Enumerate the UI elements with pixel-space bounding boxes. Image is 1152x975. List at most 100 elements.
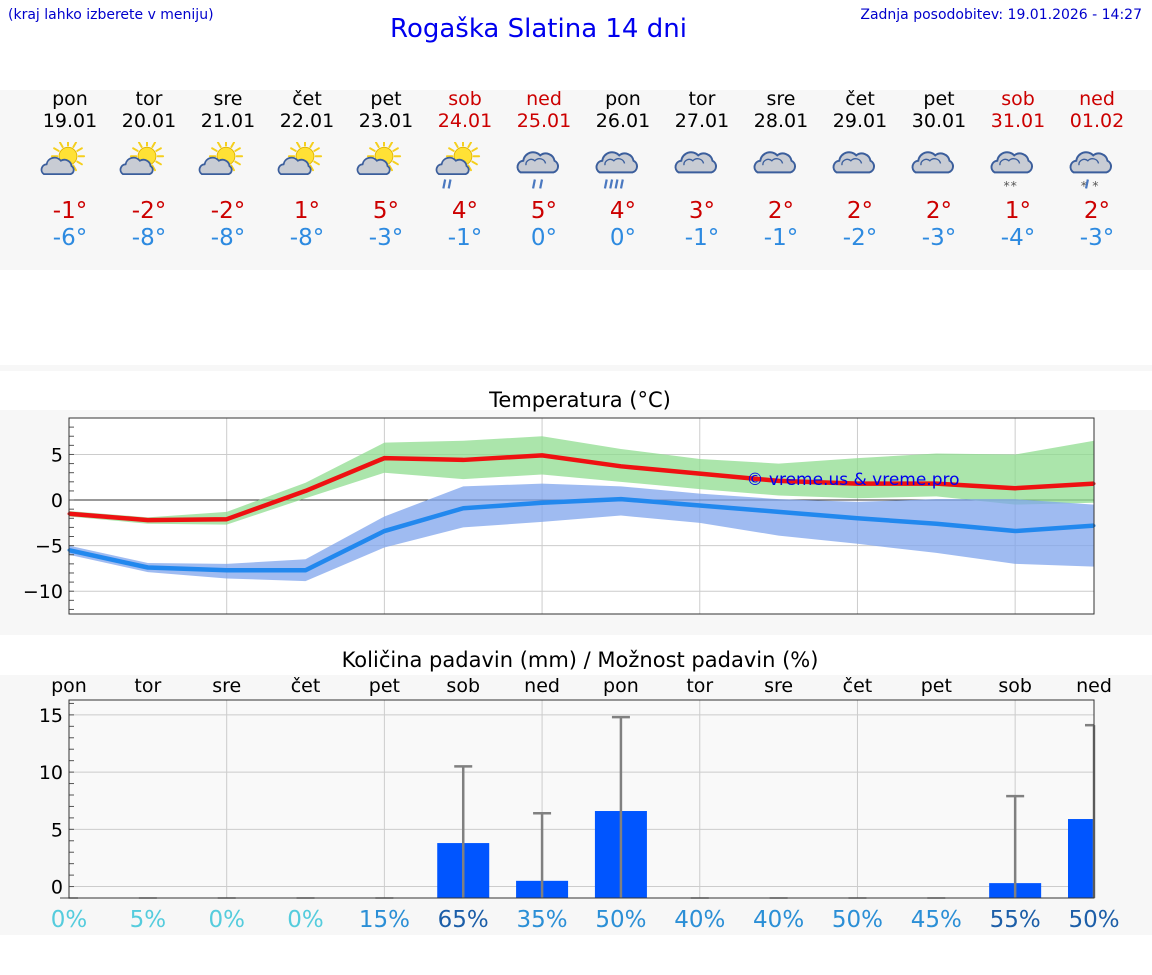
- min-temp-point: [855, 516, 859, 520]
- sun-ray: [290, 147, 297, 152]
- cloud: [356, 156, 391, 176]
- location-menu-hint[interactable]: (kraj lahko izberete v meniju): [8, 7, 214, 23]
- max-temp: 1°: [1004, 198, 1032, 224]
- min-temp-point: [304, 568, 308, 572]
- max-temp: 3°: [688, 198, 716, 224]
- sun-ray: [467, 164, 473, 172]
- min-temp: -1°: [447, 225, 483, 251]
- max-temp: 2°: [1083, 198, 1111, 224]
- min-temp: 0°: [609, 225, 637, 251]
- cloud-layer: [683, 158, 705, 166]
- cloud-layer: [920, 158, 942, 166]
- y-tick-label: 5: [51, 444, 63, 466]
- day-date: 20.01: [121, 110, 177, 132]
- plot-area: [69, 700, 1094, 898]
- max-temp-point: [777, 479, 781, 483]
- rain-drop: [609, 179, 614, 189]
- day-column: čet 22.01 1° -8°: [267, 88, 347, 251]
- precip-probability: 50%: [832, 907, 883, 933]
- day-name: tor: [135, 88, 163, 110]
- day-column: pon 19.01 -1° -6°: [30, 88, 110, 251]
- day-name: pet: [923, 88, 955, 110]
- snow-flake: *: [1011, 178, 1017, 192]
- min-temp-point: [698, 504, 702, 508]
- cloud: [516, 151, 559, 174]
- day-name: ned: [1079, 88, 1115, 110]
- sun-ray: [58, 142, 64, 148]
- rain-drop: [447, 179, 452, 189]
- day-date: 23.01: [358, 110, 414, 132]
- day-name: sob: [1001, 88, 1035, 110]
- precip-probability: 0%: [208, 907, 245, 933]
- day-date: 30.01: [911, 110, 967, 132]
- rain-drop: [619, 179, 624, 189]
- category-label: čet: [291, 675, 321, 697]
- min-temp: 0°: [530, 225, 558, 251]
- day-date: 24.01: [437, 110, 493, 132]
- day-column: ned 25.01 5° 0°: [504, 88, 584, 251]
- day-column: sob 24.01 4° -1°: [425, 88, 505, 251]
- day-name: tor: [688, 88, 716, 110]
- sun-ray: [155, 147, 162, 152]
- max-temp: 2°: [846, 198, 874, 224]
- precip-chart: pon tor sre čet pet sob ned pon tor sre čet pet sob n…: [39, 675, 1120, 933]
- min-temp-point: [1013, 529, 1017, 533]
- sun-ray: [448, 147, 455, 152]
- day-column: pet 30.01 2° -3°: [899, 88, 979, 251]
- category-label: sob: [998, 675, 1032, 697]
- min-temp: -3°: [921, 225, 957, 251]
- category-label: ned: [1076, 675, 1112, 697]
- max-temp-point: [225, 517, 229, 521]
- category-label: tor: [686, 675, 713, 697]
- min-temp: -3°: [368, 225, 404, 251]
- y-tick-label: −10: [23, 581, 63, 603]
- min-temp: -1°: [763, 225, 799, 251]
- category-label: čet: [843, 675, 873, 697]
- cloud: [911, 151, 954, 174]
- day-name: ned: [526, 88, 562, 110]
- min-temp-point: [619, 497, 623, 501]
- cloud-layer: [762, 158, 784, 166]
- day-date: 27.01: [674, 110, 730, 132]
- sun-cloud-icon: [198, 142, 244, 176]
- min-temp-point: [540, 501, 544, 505]
- sun-ray: [151, 164, 157, 172]
- max-temp-point: [304, 489, 308, 493]
- cloud-snow-icon: * *: [990, 151, 1033, 192]
- day-name: pon: [52, 88, 88, 110]
- day-name: sre: [213, 88, 243, 110]
- day-date: 19.01: [42, 110, 98, 132]
- category-label: ned: [524, 675, 560, 697]
- day-column: sre 21.01 -2° -8°: [188, 88, 268, 251]
- min-temp-line: [68, 496, 1095, 573]
- rain-drop: [539, 179, 544, 189]
- cloudy-icon: [674, 151, 717, 174]
- min-temp: -1°: [684, 225, 720, 251]
- max-temp: 2°: [925, 198, 953, 224]
- sun-ray: [76, 160, 83, 166]
- max-range-band: [69, 436, 1094, 525]
- sun-ray: [392, 160, 399, 166]
- sun-ray: [392, 147, 399, 152]
- min-temp: -8°: [131, 225, 167, 251]
- cloud-layer: [999, 158, 1021, 166]
- category-label: pet: [921, 675, 952, 697]
- rain-drop: [614, 179, 619, 189]
- cloudy-icon: [832, 151, 875, 174]
- max-temp-point: [698, 472, 702, 476]
- sun-ray: [230, 164, 236, 172]
- sun-ray: [471, 160, 478, 166]
- min-temp: -2°: [842, 225, 878, 251]
- y-tick-label: 0: [51, 877, 63, 899]
- sun-ray: [453, 142, 459, 148]
- y-tick-label: 5: [51, 819, 63, 841]
- max-temp-point: [619, 464, 623, 468]
- sun-ray: [76, 147, 83, 152]
- max-temp: 5°: [530, 198, 558, 224]
- precip-probability: 35%: [517, 907, 568, 933]
- cloud-sleet-icon: * *: [1069, 151, 1112, 192]
- day-date: 22.01: [279, 110, 335, 132]
- sun-ray: [53, 147, 60, 152]
- day-date: 31.01: [990, 110, 1046, 132]
- max-temp: 4°: [451, 198, 479, 224]
